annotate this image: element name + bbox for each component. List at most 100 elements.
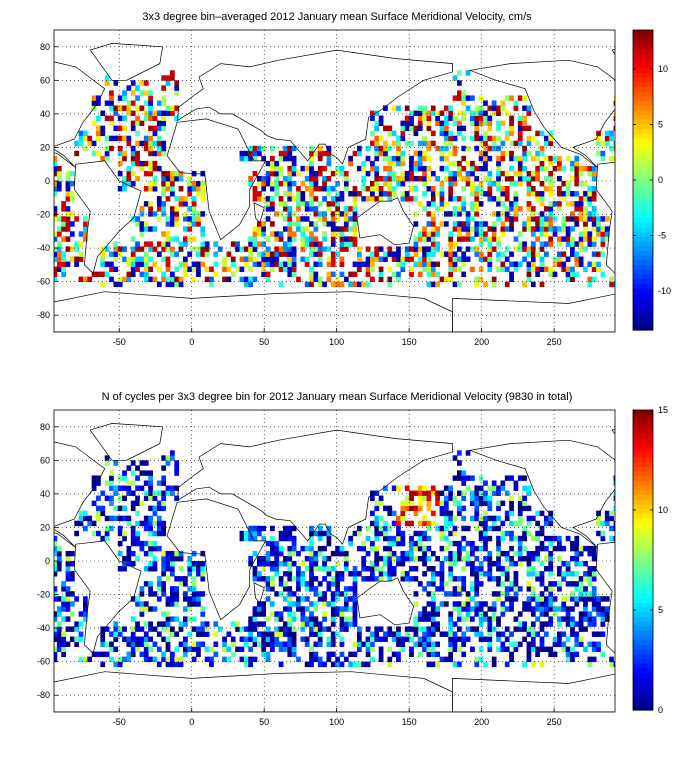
heatmap-cell — [291, 535, 297, 542]
heatmap-cell — [456, 256, 462, 262]
heatmap-cell — [426, 495, 432, 501]
heatmap-cell — [230, 641, 236, 647]
heatmap-cell — [426, 520, 432, 527]
heatmap-cell — [226, 646, 232, 652]
heatmap-cell — [430, 266, 436, 272]
heatmap-cell — [178, 281, 184, 288]
heatmap-cell — [483, 145, 488, 152]
heatmap-cell — [135, 596, 140, 602]
heatmap-cell — [417, 160, 423, 167]
heatmap-cell — [313, 241, 319, 247]
heatmap-cell — [548, 566, 554, 572]
heatmap-cell — [565, 621, 571, 627]
heatmap-cell — [174, 105, 180, 111]
heatmap-cell — [74, 241, 80, 247]
heatmap-cell — [396, 140, 401, 147]
heatmap-cell — [522, 606, 527, 612]
heatmap-cell — [309, 601, 314, 607]
heatmap-cell — [304, 545, 310, 552]
heatmap-cell — [374, 545, 380, 552]
y-tick-label: -20 — [37, 210, 50, 220]
heatmap-cell — [543, 515, 549, 522]
heatmap-cell — [517, 165, 523, 172]
heatmap-cell — [409, 555, 414, 562]
heatmap-cell — [187, 566, 193, 572]
heatmap-cell — [169, 571, 175, 577]
heatmap-cell — [487, 105, 493, 111]
heatmap-cell — [143, 266, 149, 272]
heatmap-cell — [348, 236, 354, 242]
heatmap-cell — [65, 226, 71, 232]
heatmap-cell — [417, 236, 423, 242]
heatmap-cell — [470, 566, 475, 572]
colorbar-segment — [633, 114, 653, 120]
heatmap-cell — [178, 621, 184, 627]
heatmap-cell — [339, 241, 345, 247]
heatmap-cell — [583, 165, 588, 172]
heatmap-cell — [456, 70, 462, 76]
heatmap-cell — [117, 661, 123, 668]
heatmap-cell — [356, 525, 362, 532]
gridlines — [54, 410, 615, 712]
heatmap-cell — [574, 601, 580, 607]
heatmap-cell — [422, 636, 427, 642]
heatmap-cell — [374, 550, 380, 557]
y-tick-label: 40 — [40, 109, 50, 119]
heatmap-cell — [470, 550, 475, 557]
heatmap-cell — [578, 236, 584, 242]
heatmap-cell — [487, 571, 493, 577]
heatmap-cell — [130, 525, 136, 532]
heatmap-cell — [422, 550, 427, 557]
heatmap-cell — [422, 586, 427, 592]
heatmap-cell — [174, 576, 180, 582]
colorbar-segment — [633, 264, 653, 270]
heatmap-cell — [330, 636, 336, 642]
heatmap-cell — [226, 276, 232, 283]
heatmap-cell — [426, 175, 432, 182]
heatmap-cell — [548, 201, 554, 207]
heatmap-cell — [339, 626, 345, 632]
heatmap-cell — [513, 550, 519, 557]
heatmap-cell — [391, 571, 397, 577]
heatmap-cell — [426, 651, 432, 658]
heatmap-cell — [513, 206, 519, 212]
heatmap-cell — [317, 626, 323, 632]
heatmap-cell — [122, 95, 127, 101]
heatmap-cell — [148, 540, 153, 547]
heatmap-cell — [413, 175, 419, 182]
heatmap-cell — [287, 226, 293, 232]
heatmap-cell — [274, 181, 280, 187]
heatmap-cell — [591, 631, 597, 637]
heatmap-cell — [139, 520, 145, 527]
heatmap-cell — [452, 661, 458, 668]
heatmap-cell — [161, 271, 167, 278]
heatmap-cell — [152, 165, 158, 172]
heatmap-cell — [82, 130, 88, 137]
heatmap-cell — [613, 661, 615, 668]
heatmap-cell — [109, 646, 114, 652]
heatmap-cell — [461, 576, 467, 582]
heatmap-cell — [491, 226, 497, 232]
coastline — [611, 48, 615, 55]
heatmap-cell — [122, 175, 127, 182]
heatmap-cell — [443, 175, 449, 182]
heatmap-cell — [104, 480, 110, 486]
heatmap-cell — [530, 226, 536, 232]
heatmap-cell — [169, 596, 175, 602]
heatmap-cell — [474, 545, 480, 552]
heatmap-cell — [269, 586, 275, 592]
heatmap-cell — [517, 95, 523, 101]
heatmap-cell — [596, 641, 601, 647]
heatmap-cell — [239, 246, 245, 252]
heatmap-cell — [504, 135, 510, 142]
heatmap-cell — [487, 256, 493, 262]
heatmap-cell — [130, 216, 136, 222]
heatmap-cell — [261, 256, 267, 262]
heatmap-cell — [387, 125, 393, 132]
heatmap-cell — [439, 525, 445, 532]
heatmap-cell — [561, 165, 567, 172]
heatmap-cell — [483, 661, 488, 668]
heatmap-cell — [513, 261, 519, 267]
heatmap-cell — [448, 490, 454, 496]
heatmap-cell — [165, 261, 171, 267]
